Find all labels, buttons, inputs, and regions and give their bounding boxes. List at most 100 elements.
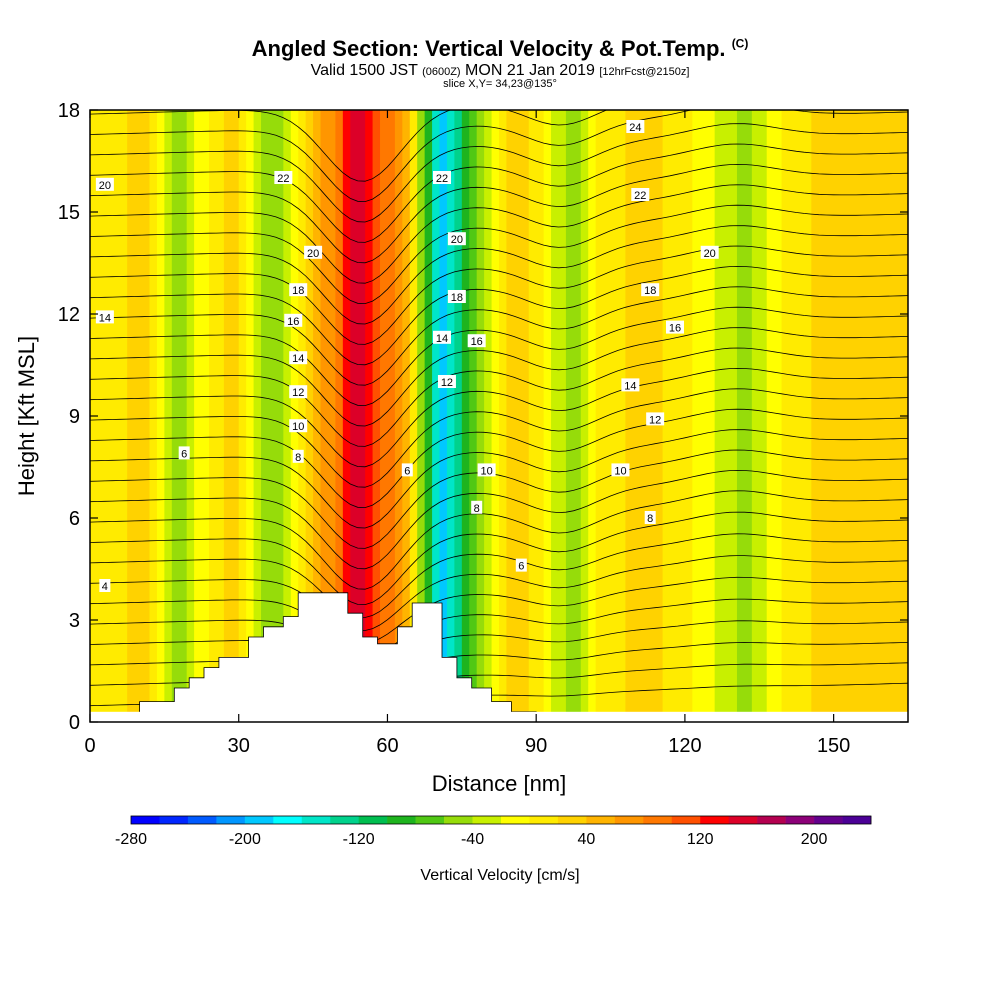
- contour-label-bg: [292, 449, 304, 463]
- velocity-cell: [149, 110, 158, 722]
- contour-label-bg: [95, 177, 114, 191]
- chart-title-text: Angled Section: Vertical Velocity & Pot.…: [251, 36, 726, 61]
- velocity-cell: [253, 110, 262, 722]
- contour-label-text: 6: [518, 561, 524, 573]
- velocity-cell: [335, 110, 344, 722]
- colorbar-tick-label: -200: [229, 831, 261, 848]
- colorbar-swatch: [728, 816, 758, 824]
- velocity-cell: [268, 110, 277, 722]
- velocity-cell: [119, 110, 128, 722]
- contour-label-text: 8: [474, 503, 480, 515]
- velocity-cell: [491, 110, 500, 722]
- velocity-cell: [736, 110, 745, 722]
- contour-label-bg: [289, 385, 308, 399]
- contour-label-text: 16: [669, 323, 681, 335]
- x-tick-label: 30: [228, 735, 250, 757]
- velocity-cell: [469, 110, 478, 722]
- colorbar-swatch: [159, 816, 189, 824]
- contour-label: 16: [284, 313, 303, 328]
- colorbar-swatch: [187, 816, 217, 824]
- isentropes: [90, 110, 908, 709]
- velocity-cell: [439, 110, 448, 722]
- velocity-cell: [283, 110, 292, 722]
- contour-label-bg: [621, 378, 640, 392]
- isentrope-line: [90, 245, 908, 345]
- y-tick-label: 18: [58, 100, 80, 122]
- contour-label-bg: [447, 290, 466, 303]
- contour-label-bg: [471, 500, 483, 514]
- contour-label: 18: [289, 283, 308, 297]
- isentrope-line: [90, 469, 908, 570]
- velocity-cell: [580, 110, 589, 722]
- contour-label-text: 6: [181, 448, 187, 460]
- velocity-cell: [878, 110, 887, 722]
- velocity-cell: [461, 110, 470, 722]
- contour-label-bg: [467, 334, 486, 348]
- x-axis-title: Distance [nm]: [432, 771, 567, 796]
- velocity-cell: [677, 110, 686, 722]
- contour-label: 24: [626, 120, 645, 134]
- terrain: [90, 592, 908, 722]
- contour-label-text: 18: [292, 285, 304, 297]
- contour-label: 12: [437, 375, 456, 389]
- valid-prefix: Valid 1500 JST: [310, 62, 418, 79]
- contour-label-text: 20: [704, 248, 716, 260]
- y-tick-label: 9: [69, 406, 80, 428]
- velocity-cell: [454, 110, 463, 722]
- isentrope-line: [90, 123, 908, 223]
- x-tick-label: 60: [376, 735, 398, 757]
- velocity-cell: [424, 110, 433, 722]
- contour-label-bg: [178, 446, 190, 460]
- colorbar-swatch: [586, 816, 616, 824]
- isentrope-line: [90, 163, 908, 264]
- velocity-cell: [127, 110, 136, 722]
- velocity-cell: [261, 110, 270, 722]
- velocity-cell: [759, 110, 768, 722]
- velocity-cell: [670, 110, 679, 722]
- velocity-cell: [744, 110, 753, 722]
- velocity-cell: [893, 110, 902, 722]
- velocity-cell: [171, 110, 180, 722]
- contour-label: 10: [289, 419, 308, 433]
- contour-label-text: 12: [649, 414, 661, 426]
- velocity-cell: [521, 110, 530, 722]
- velocity-cell: [357, 110, 366, 722]
- velocity-cell: [156, 110, 165, 722]
- velocity-cell: [216, 110, 225, 722]
- contour-label: 18: [447, 290, 466, 304]
- velocity-cell: [432, 110, 441, 722]
- velocity-cell: [476, 110, 485, 722]
- isentrope-line: [90, 110, 908, 203]
- colorbar-swatch: [557, 816, 587, 824]
- contour-label: 8: [471, 500, 483, 515]
- isentrope-line: [90, 388, 908, 488]
- contour-label: 14: [95, 310, 114, 324]
- colorbar-frame: [130, 815, 872, 825]
- colorbar-swatch: [273, 816, 303, 824]
- velocity-cell: [833, 110, 842, 722]
- velocity-cell: [342, 110, 351, 722]
- velocity-cell: [194, 110, 203, 722]
- contour-label-bg: [95, 310, 114, 324]
- velocity-cell: [164, 110, 173, 722]
- colorbar-tick-label: -120: [343, 831, 375, 848]
- contour-label: 8: [292, 449, 304, 464]
- velocity-cell: [714, 110, 723, 722]
- velocity-cell: [409, 110, 418, 722]
- contour-label-text: 8: [295, 452, 301, 464]
- chart-subtitle: Valid 1500 JST (0600Z) MON 21 Jan 2019 […: [0, 62, 1000, 80]
- velocity-cell: [275, 110, 284, 722]
- isentrope-line: [90, 555, 908, 631]
- contour-label-text: 20: [451, 234, 463, 246]
- contour-label-bg: [477, 463, 496, 477]
- isentrope-line: [90, 184, 908, 284]
- contour-label-text: 16: [287, 316, 299, 328]
- contour-label-text: 10: [292, 421, 304, 433]
- contour-label-text: 14: [624, 380, 636, 392]
- velocity-cell: [573, 110, 582, 722]
- contour-label-bg: [631, 188, 650, 201]
- colorbar-swatch: [444, 816, 473, 824]
- colorbar: -280 -200 -120 -40 40 120 200: [115, 815, 872, 848]
- velocity-cell: [134, 110, 143, 722]
